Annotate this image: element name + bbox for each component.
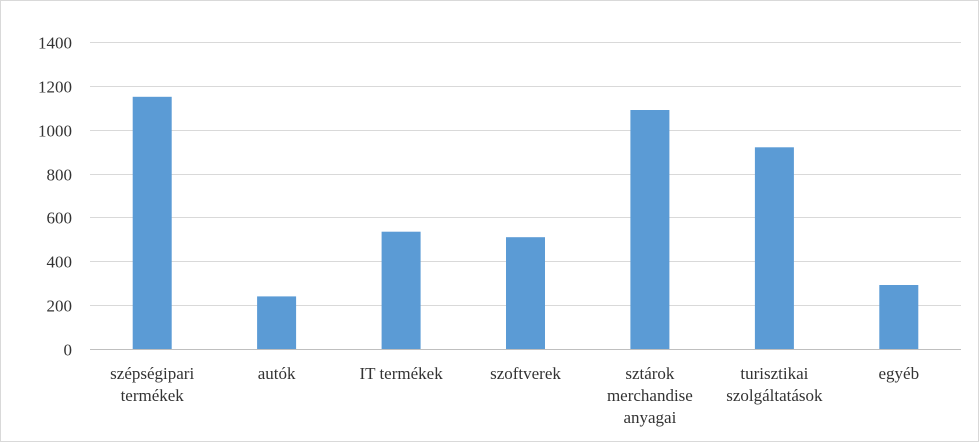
x-category-label: szoftverek bbox=[490, 364, 561, 383]
x-category-label: sztárok merchandise anyagai bbox=[607, 364, 693, 427]
x-category-label-line: termékek bbox=[121, 386, 185, 405]
x-axis-category-labels: szépségipari termékek autók IT termékek szof… bbox=[110, 364, 919, 427]
x-category-label-line: szoftverek bbox=[490, 364, 561, 383]
bar bbox=[630, 110, 669, 349]
x-category-label-line: szolgáltatások bbox=[726, 386, 823, 405]
x-category-label-line: anyagai bbox=[623, 408, 676, 427]
x-category-label-line: sztárok bbox=[625, 364, 675, 383]
y-tick-label: 800 bbox=[47, 166, 73, 185]
bar bbox=[755, 147, 794, 349]
x-category-label: turisztikai szolgáltatások bbox=[726, 364, 823, 405]
x-category-label-line: szépségipari bbox=[110, 364, 194, 383]
y-tick-label: 200 bbox=[47, 297, 73, 316]
x-category-label: autók bbox=[258, 364, 296, 383]
y-tick-label: 1400 bbox=[38, 34, 72, 53]
bar bbox=[382, 232, 421, 349]
x-category-label: szépségipari termékek bbox=[110, 364, 194, 405]
y-tick-label: 600 bbox=[47, 209, 73, 228]
x-category-label-line: merchandise bbox=[607, 386, 693, 405]
y-axis-tick-labels: 0 200 400 600 800 1000 1200 1400 bbox=[38, 34, 72, 360]
x-category-label: egyéb bbox=[879, 364, 920, 383]
y-tick-label: 1000 bbox=[38, 122, 72, 141]
x-category-label-line: turisztikai bbox=[740, 364, 808, 383]
x-category-label-line: egyéb bbox=[879, 364, 920, 383]
bar bbox=[133, 97, 172, 349]
x-category-label: IT termékek bbox=[359, 364, 443, 383]
bar bbox=[257, 296, 296, 349]
y-tick-label: 0 bbox=[64, 341, 73, 360]
x-category-label-line: IT termékek bbox=[359, 364, 443, 383]
x-category-label-line: autók bbox=[258, 364, 296, 383]
bar bbox=[879, 285, 918, 349]
bar bbox=[506, 237, 545, 349]
bars bbox=[133, 97, 919, 349]
y-tick-label: 400 bbox=[47, 253, 73, 272]
y-tick-label: 1200 bbox=[38, 78, 72, 97]
